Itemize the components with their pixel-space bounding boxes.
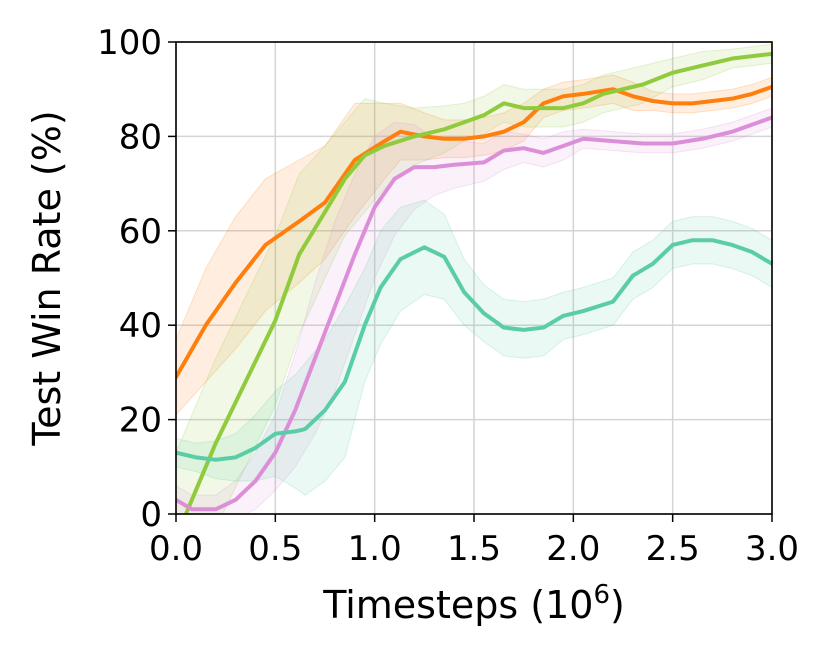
series-line-1: [183, 51, 772, 514]
series-line-2: [176, 115, 772, 512]
x-tick-label: 2.5: [646, 529, 700, 569]
series-lines: [176, 51, 772, 514]
x-tick-label: 3.0: [745, 529, 799, 569]
y-tick-label: 40: [119, 306, 162, 346]
y-tick-label: 100: [97, 23, 162, 63]
x-tick-label: 1.0: [348, 529, 402, 569]
y-tick-label: 20: [119, 401, 162, 441]
x-axis-ticks: 0.0 0.5 1.0 1.5 2.0 2.5 3.0: [149, 514, 799, 569]
x-tick-label: 2.0: [546, 529, 600, 569]
series-line-3: [176, 238, 772, 462]
y-tick-label: 60: [119, 212, 162, 252]
y-tick-label: 0: [140, 495, 162, 535]
series-line-0: [176, 84, 772, 380]
series-band-1: [176, 43, 772, 514]
y-axis-ticks: 0 20 40 60 80 100: [97, 23, 176, 535]
x-tick-label: 0.0: [149, 529, 203, 569]
x-tick-label: 0.5: [248, 529, 302, 569]
y-axis-label: Test Win Rate (%): [25, 110, 69, 446]
series-band-0: [176, 74, 772, 416]
x-tick-label: 1.5: [447, 529, 501, 569]
y-tick-label: 80: [119, 117, 162, 157]
series-band-3: [176, 199, 772, 496]
x-axis-label: Timesteps (106): [322, 580, 625, 627]
